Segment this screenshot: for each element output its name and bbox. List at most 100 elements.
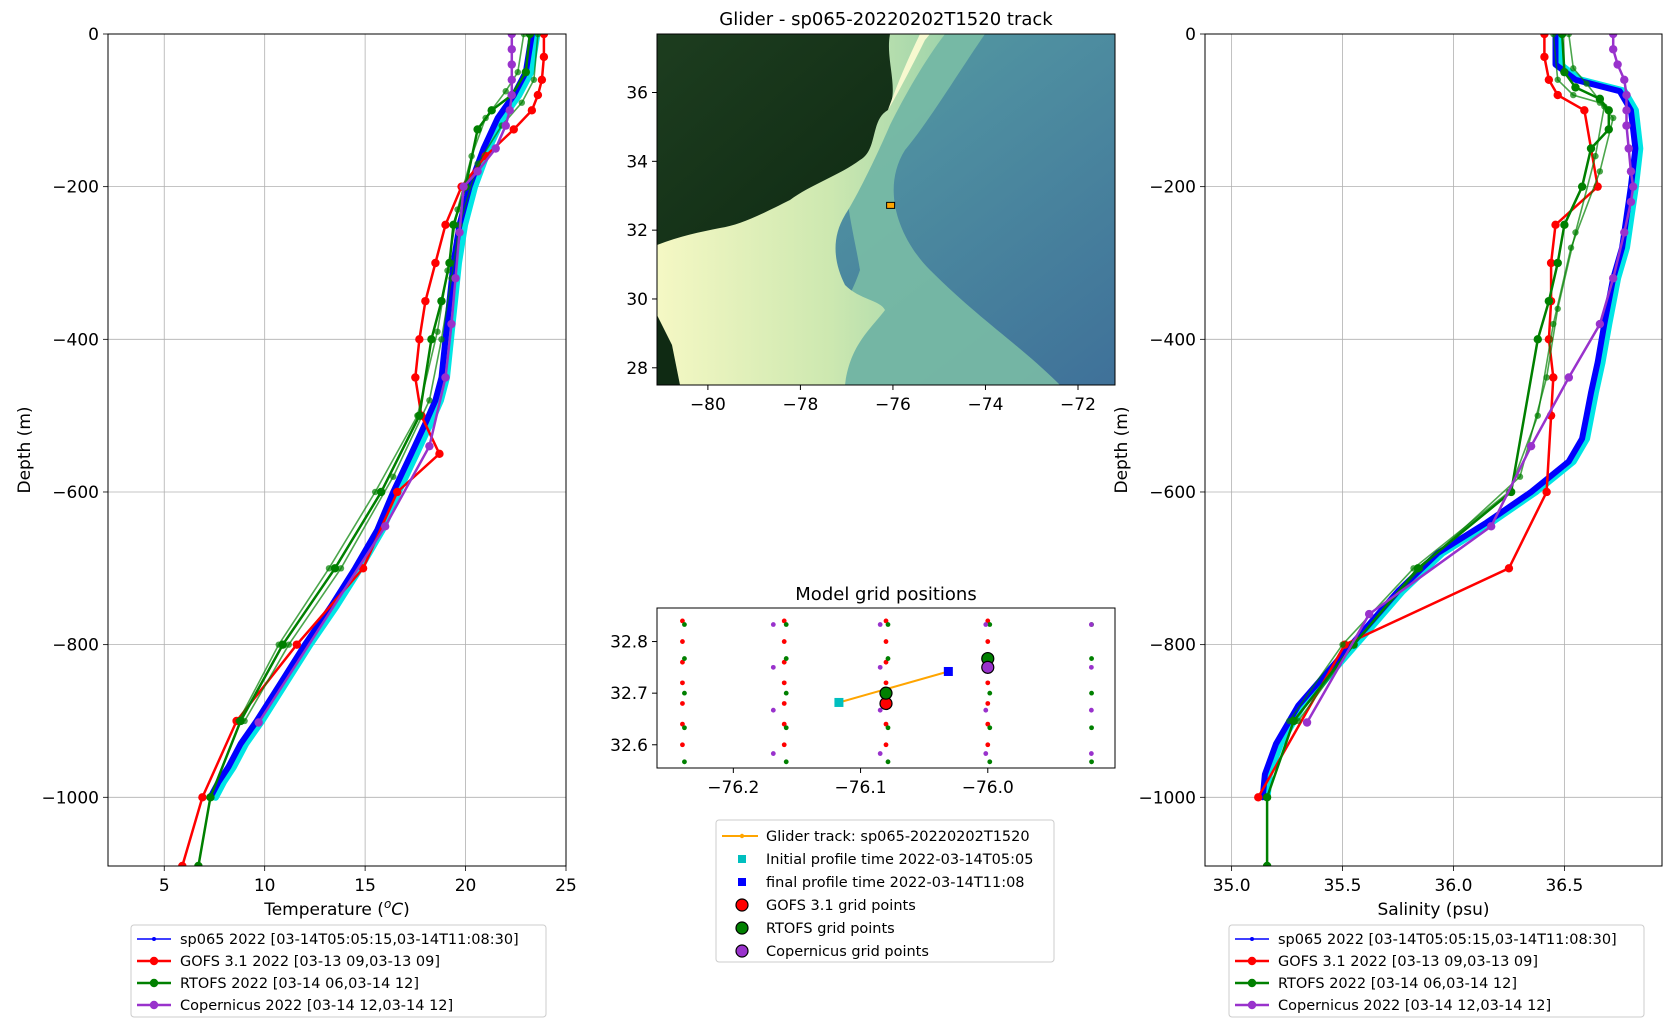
x-tick-label: −72 — [1060, 395, 1096, 415]
series-point-copernicus — [1595, 319, 1605, 329]
legend-marker-copernicus — [735, 944, 749, 958]
grid-point-rtofs — [885, 656, 891, 661]
y-tick-label: −400 — [1149, 330, 1196, 350]
series-gofs — [1254, 34, 1602, 802]
series-copernicus — [254, 34, 516, 727]
series-line-rtofs-member — [1297, 34, 1606, 722]
x-axis-label: Salinity (psu) — [1378, 900, 1490, 920]
x-tick-label: 35.5 — [1324, 876, 1362, 896]
series-point-copernicus — [1608, 274, 1618, 283]
series-point-rtofs — [437, 296, 446, 306]
series-point-rtofs-member — [426, 397, 433, 404]
legend-marker-copernicus — [1247, 1000, 1257, 1010]
series-point-gofs — [527, 106, 537, 115]
x-tick-label: 20 — [455, 876, 477, 896]
series-point-gofs — [178, 861, 187, 866]
grid-point-rtofs — [783, 759, 789, 765]
legend-box — [715, 819, 1055, 963]
series-point-rtofs-member — [438, 336, 445, 343]
x-axis-label-part: o — [384, 897, 391, 911]
series-point-gofs — [1254, 793, 1263, 802]
legend-entry-track: Glider track: sp065-20220202T1520 — [722, 829, 1030, 845]
series-point-gofs — [393, 487, 402, 497]
series-point-rtofs — [1586, 144, 1596, 153]
legend-label-initial: Initial profile time 2022-03-14T05:05 — [766, 852, 1033, 868]
series-point-gofs — [1544, 75, 1554, 84]
legend: Glider track: sp065-20220202T1520 Initial… — [715, 819, 1055, 963]
series-point-copernicus — [1486, 522, 1496, 531]
grid-point-copernicus — [1088, 664, 1094, 670]
legend-marker-gofs — [149, 956, 159, 966]
series-point-rtofs-member — [337, 565, 345, 572]
grid-point-gofs — [985, 742, 991, 748]
series-line-rtofs-member — [237, 34, 525, 722]
y-tick-label: −200 — [1149, 178, 1196, 198]
series-point-gofs — [533, 90, 543, 100]
axes-frame — [656, 607, 1116, 769]
series-point-gofs — [509, 125, 518, 134]
series-point-copernicus — [451, 274, 460, 283]
series-point-rtofs — [1544, 296, 1554, 306]
series-line-copernicus — [1305, 34, 1635, 724]
grid-point-copernicus — [877, 664, 883, 670]
series-point-rtofs — [445, 258, 454, 268]
x-tick-label: 25 — [555, 876, 577, 896]
grid-point-gofs — [883, 721, 889, 727]
legend-entry-glider: sp065 2022 [03-14T05:05:15,03-14T11:08:3… — [1235, 932, 1617, 948]
x-tick-label: −76 — [875, 395, 911, 415]
x-tick-label: −76.2 — [707, 778, 759, 798]
axes-frame — [1204, 33, 1663, 867]
series-line-gofs — [1257, 34, 1600, 798]
series-point-rtofs — [194, 861, 203, 866]
grid-point-copernicus — [877, 751, 883, 756]
grid-point-copernicus — [770, 707, 776, 713]
series-line-rtofs-member — [243, 34, 539, 722]
series-point-rtofs-member — [1583, 80, 1590, 87]
series-point-copernicus — [491, 144, 500, 153]
grid-point-rtofs — [987, 759, 993, 765]
legend-entry-gofs: GOFS 3.1 2022 [03-13 09,03-13 09] — [1235, 954, 1538, 970]
series-point-copernicus — [447, 319, 456, 329]
legend-marker-gofs — [735, 898, 749, 912]
grid-point-copernicus — [983, 707, 989, 713]
series-line-glider — [1259, 34, 1639, 801]
y-tick-label: −600 — [1149, 483, 1196, 503]
series-point-rtofs-member — [534, 34, 542, 38]
series-point-rtofs-member — [1570, 91, 1577, 99]
legend-entry-copernicus: Copernicus 2022 [03-14 12,03-14 12] — [1235, 998, 1551, 1014]
series-line-rtofs — [1265, 34, 1611, 866]
series-line-gofs — [181, 34, 546, 866]
series-point-copernicus — [459, 182, 468, 191]
series-point-gofs — [539, 52, 549, 62]
y-tick-label: −800 — [1149, 636, 1196, 656]
series-point-rtofs — [449, 220, 458, 230]
grid-point-rtofs — [1089, 690, 1094, 696]
grid-point-gofs — [883, 639, 889, 644]
grid-point-layer — [680, 618, 1094, 765]
series-point-copernicus — [1626, 197, 1636, 207]
y-tick-label: 32 — [626, 221, 648, 241]
grid-point-gofs — [680, 659, 685, 665]
grid-point-gofs — [781, 618, 787, 624]
series-point-rtofs — [427, 335, 436, 344]
series-point-rtofs-member — [520, 34, 528, 38]
grid-point-rtofs — [682, 656, 687, 661]
series-gofs — [178, 34, 549, 866]
legend-entry-copernicus: Copernicus 2022 [03-14 12,03-14 12] — [137, 998, 453, 1014]
series-point-rtofs — [1413, 564, 1423, 573]
x-tick-label: −80 — [690, 395, 726, 415]
legend-label-final: final profile time 2022-03-14T11:08 — [766, 875, 1025, 891]
legend-label-gofs: GOFS 3.1 grid points — [766, 898, 916, 914]
legend-entry-gofs: GOFS 3.1 2022 [03-13 09,03-13 09] — [137, 954, 440, 970]
x-tick-label: 15 — [354, 876, 376, 896]
series-point-gofs — [411, 373, 420, 382]
series-point-copernicus — [1364, 609, 1374, 619]
series-point-rtofs — [415, 411, 424, 420]
grid-point-rtofs — [783, 690, 789, 696]
series-point-copernicus — [473, 167, 482, 176]
series-point-gofs — [1549, 373, 1558, 382]
x-tick-label: 5 — [159, 876, 170, 896]
grid-point-copernicus — [1088, 622, 1094, 627]
series-point-copernicus — [1626, 167, 1636, 176]
legend-marker-gofs — [1247, 956, 1257, 966]
